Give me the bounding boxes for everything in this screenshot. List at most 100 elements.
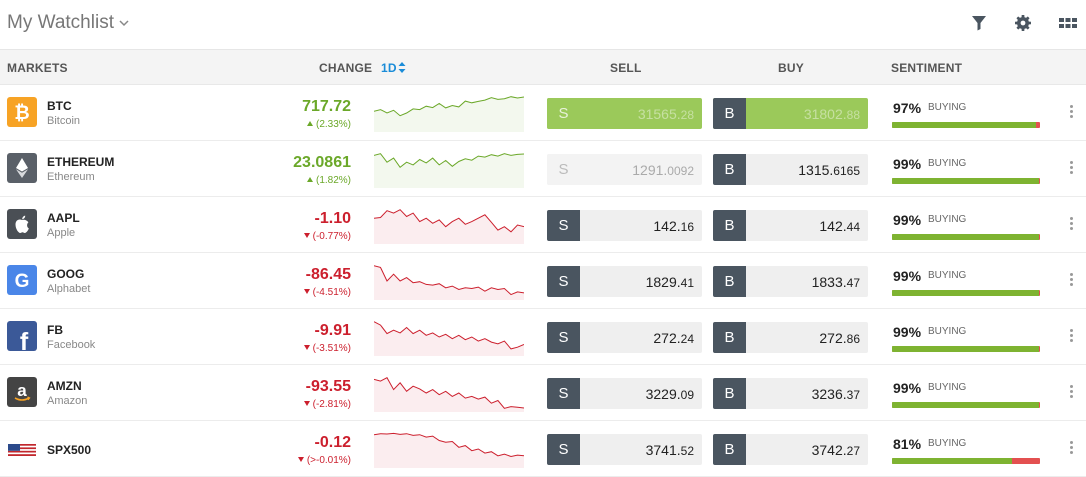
market-name: Apple — [47, 227, 76, 239]
buy-price-main: 1315. — [798, 162, 834, 178]
sell-price-decimals: 24 — [680, 332, 694, 346]
sell-button[interactable]: S 1829.41 — [547, 266, 702, 297]
buy-button[interactable]: B 142.44 — [713, 210, 868, 241]
google-icon: G — [7, 265, 37, 295]
chevron-down-icon[interactable] — [117, 16, 131, 30]
sell-price-main: 31565. — [637, 106, 681, 122]
sparkline-area — [374, 153, 524, 188]
sparkline-line — [374, 377, 524, 409]
market-symbol[interactable]: ETHEREUM — [47, 155, 115, 169]
buy-price-main: 142. — [819, 218, 847, 234]
sparkline-area — [374, 377, 524, 412]
sell-price-main: 1829. — [645, 274, 681, 290]
sparkline-area — [374, 321, 524, 356]
direction-arrow-icon — [306, 121, 313, 126]
buy-price-decimals: 88 — [846, 108, 860, 122]
table-row[interactable]: a AMZN Amazon -93.55 (-2.81%) S 3229.09 … — [0, 365, 1086, 421]
buy-label: B — [713, 266, 746, 297]
sentiment-bar — [892, 178, 1040, 184]
sell-price: 142.16 — [653, 218, 694, 234]
filter-icon[interactable] — [969, 13, 989, 33]
buy-button[interactable]: B 31802.88 — [713, 98, 868, 129]
table-row[interactable]: ₿ BTC Bitcoin 717.72 (2.33%) S 31565.28 … — [0, 85, 1086, 141]
market-symbol[interactable]: BTC — [47, 99, 72, 113]
direction-arrow-icon — [303, 401, 310, 406]
sell-label: S — [547, 98, 580, 129]
market-symbol[interactable]: FB — [47, 323, 63, 337]
table-row[interactable]: AAPL Apple -1.10 (-0.77%) S 142.16 B 142… — [0, 197, 1086, 253]
buy-price-main: 1833. — [811, 274, 847, 290]
period-selector[interactable]: 1D — [381, 61, 397, 75]
change-value: 23.0861 — [293, 154, 351, 171]
more-options-icon[interactable] — [1064, 215, 1078, 235]
buy-button[interactable]: B 3742.27 — [713, 434, 868, 465]
sentiment-label: BUYING — [928, 214, 967, 225]
sell-button[interactable]: S 1291.0092 — [547, 154, 702, 185]
market-symbol[interactable]: AAPL — [47, 211, 80, 225]
table-row[interactable]: ETHEREUM Ethereum 23.0861 (1.82%) S 1291… — [0, 141, 1086, 197]
sparkline-line — [374, 96, 524, 117]
sell-price-main: 3741. — [645, 442, 681, 458]
buy-button[interactable]: B 272.86 — [713, 322, 868, 353]
more-options-icon[interactable] — [1064, 327, 1078, 347]
sparkline-chart — [374, 96, 524, 132]
more-options-icon[interactable] — [1064, 159, 1078, 179]
table-row[interactable]: SPX500 -0.12 (>-0.01%) S 3741.52 B 3742.… — [0, 421, 1086, 477]
svg-text:f: f — [20, 328, 29, 351]
sell-price-main: 1291. — [632, 162, 668, 178]
sparkline-chart — [374, 321, 524, 356]
sort-arrows-icon[interactable] — [398, 62, 406, 73]
change-value: -9.91 — [314, 322, 351, 339]
change-percent-text: (>-0.01%) — [306, 455, 351, 466]
buy-button[interactable]: B 1315.6165 — [713, 154, 868, 185]
svg-text:G: G — [15, 271, 30, 292]
sentiment-percent: 99% — [893, 324, 922, 340]
sell-price: 31565.28 — [638, 106, 694, 122]
sentiment-bar-fill — [892, 290, 1039, 296]
watchlist-title[interactable]: My Watchlist — [7, 12, 114, 33]
buy-price: 272.86 — [819, 330, 860, 346]
sell-column-header: SELL — [610, 61, 642, 75]
sell-button[interactable]: S 142.16 — [547, 210, 702, 241]
ethereum-icon — [7, 153, 37, 183]
gear-icon[interactable] — [1013, 13, 1033, 33]
sell-button[interactable]: S 3229.09 — [547, 378, 702, 409]
buy-button[interactable]: B 3236.37 — [713, 378, 868, 409]
more-options-icon[interactable] — [1064, 271, 1078, 291]
sparkline-area — [374, 433, 524, 468]
sentiment-label: BUYING — [928, 270, 967, 281]
watchlist-header: My Watchlist — [0, 0, 1086, 50]
sell-button[interactable]: S 3741.52 — [547, 434, 702, 465]
table-row[interactable]: G GOOG Alphabet -86.45 (-4.51%) S 1829.4… — [0, 253, 1086, 309]
direction-arrow-icon — [306, 177, 313, 182]
sell-button[interactable]: S 272.24 — [547, 322, 702, 353]
sentiment-label: BUYING — [928, 158, 967, 169]
buy-price-decimals: 27 — [846, 444, 860, 458]
sentiment-percent: 99% — [893, 156, 922, 172]
more-options-icon[interactable] — [1064, 103, 1078, 123]
direction-arrow-icon — [297, 457, 304, 462]
more-options-icon[interactable] — [1064, 439, 1078, 459]
sparkline-chart — [374, 265, 524, 300]
market-name: Facebook — [47, 339, 96, 351]
direction-arrow-icon — [303, 345, 310, 350]
change-percent-text: (1.82%) — [315, 175, 351, 186]
market-symbol[interactable]: AMZN — [47, 379, 82, 393]
market-symbol[interactable]: GOOG — [47, 267, 85, 281]
table-row[interactable]: f FB Facebook -9.91 (-3.51%) S 272.24 B … — [0, 309, 1086, 365]
apple-icon — [7, 209, 37, 239]
change-percent-text: (2.33%) — [315, 119, 351, 130]
svg-text:₿: ₿ — [14, 103, 29, 124]
sentiment-bar-fill — [892, 458, 1012, 464]
buy-price: 1833.47 — [812, 274, 860, 290]
sparkline-line — [374, 321, 524, 350]
market-symbol[interactable]: SPX500 — [47, 443, 92, 457]
sell-button[interactable]: S 31565.28 — [547, 98, 702, 129]
buy-button[interactable]: B 1833.47 — [713, 266, 868, 297]
more-options-icon[interactable] — [1064, 383, 1078, 403]
markets-column-header: MARKETS — [7, 61, 68, 75]
change-value: -0.12 — [314, 434, 351, 451]
sell-price-decimals: 41 — [680, 276, 694, 290]
grid-view-icon[interactable] — [1058, 13, 1078, 33]
buy-price: 3236.37 — [812, 386, 860, 402]
